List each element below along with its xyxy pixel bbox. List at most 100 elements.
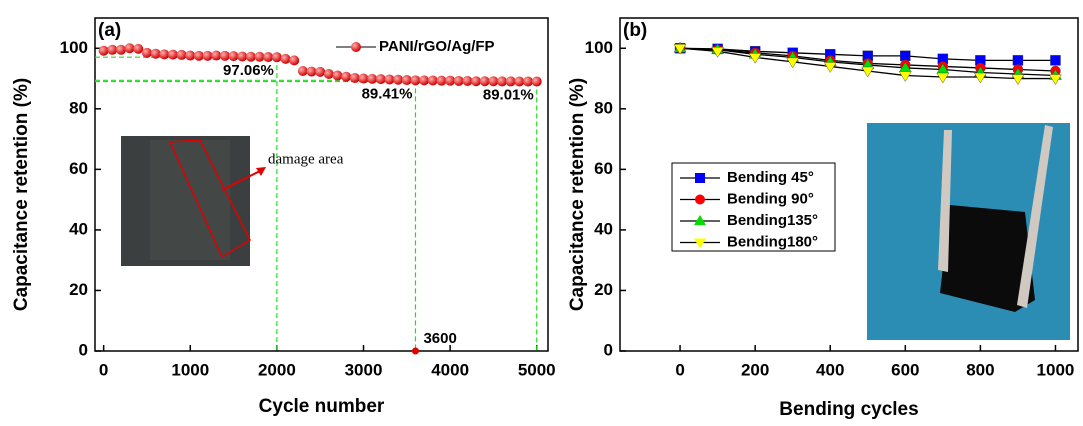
marker <box>323 69 334 80</box>
y-tick-label: 60 <box>594 159 613 178</box>
marker <box>479 76 490 87</box>
marker <box>401 75 412 86</box>
marker <box>219 50 230 61</box>
marker <box>436 75 447 86</box>
x-tick-label: 5000 <box>518 360 556 379</box>
marker <box>410 75 421 86</box>
y-tick-label: 80 <box>594 98 613 117</box>
marker <box>936 72 950 84</box>
marker <box>462 75 473 86</box>
x-tick-label: 1000 <box>1037 360 1075 379</box>
panel-label: (b) <box>623 20 647 41</box>
y-tick-label: 60 <box>69 159 88 178</box>
marker <box>1050 55 1061 66</box>
marker <box>349 72 360 83</box>
marker <box>176 49 187 60</box>
inset-label: damage area <box>268 151 344 167</box>
marker <box>1012 55 1024 66</box>
marker <box>1049 74 1062 85</box>
y-tick-label: 40 <box>594 219 613 238</box>
y-tick-label: 100 <box>60 38 88 57</box>
x-tick-label: 800 <box>966 360 994 379</box>
x-tick-label: 4000 <box>431 360 469 379</box>
annotation-point <box>411 347 419 355</box>
marker <box>159 49 170 60</box>
marker <box>341 71 352 82</box>
marker <box>263 52 274 63</box>
marker <box>228 51 239 62</box>
marker <box>514 76 525 87</box>
inset-photo <box>121 136 266 266</box>
marker <box>367 73 378 84</box>
marker <box>384 74 395 85</box>
marker <box>185 50 196 61</box>
marker <box>297 65 308 76</box>
plot-frame <box>94 17 549 352</box>
marker <box>898 71 912 82</box>
marker <box>202 50 213 61</box>
marker <box>315 66 326 77</box>
marker <box>453 75 464 86</box>
marker <box>211 50 222 61</box>
marker <box>358 73 369 84</box>
x-tick-label: 400 <box>816 360 844 379</box>
marker <box>245 51 256 62</box>
legend-label: Bending 45° <box>727 169 814 186</box>
marker <box>695 173 705 183</box>
marker <box>150 48 161 59</box>
y-tick-label: 40 <box>69 219 88 238</box>
marker <box>488 76 499 87</box>
marker <box>271 52 282 63</box>
marker <box>98 45 109 56</box>
marker <box>673 44 687 55</box>
marker <box>505 76 516 87</box>
x-tick-label: 600 <box>891 360 919 379</box>
x-tick-label: 0 <box>99 360 108 379</box>
marker <box>523 76 534 87</box>
annotation: 89.01% <box>483 87 534 104</box>
y-axis-title: Capacitance retention (%) <box>567 78 588 311</box>
legend-label: Bending180° <box>727 233 818 250</box>
marker <box>393 74 404 85</box>
marker <box>711 47 724 58</box>
marker <box>124 43 135 54</box>
marker <box>375 74 386 85</box>
legend-label: Bending 90° <box>727 190 814 207</box>
x-tick-label: 200 <box>741 360 769 379</box>
panel-label: (a) <box>98 20 121 41</box>
y-tick-label: 20 <box>69 280 88 299</box>
x-axis-title: Cycle number <box>259 396 385 417</box>
x-tick-label: 1000 <box>171 360 209 379</box>
x-tick-label: 0 <box>675 360 684 379</box>
marker <box>107 44 118 55</box>
marker <box>1011 74 1025 85</box>
marker <box>419 75 430 86</box>
marker <box>531 76 542 87</box>
marker <box>974 72 987 84</box>
marker <box>900 50 911 62</box>
marker <box>694 215 706 225</box>
legend-label: Bending135° <box>727 212 818 229</box>
plot-frame <box>619 17 1079 352</box>
marker <box>115 44 126 55</box>
marker <box>427 75 438 86</box>
annotation: 89.41% <box>362 85 413 102</box>
annotation: 97.06% <box>223 62 274 79</box>
y-tick-label: 80 <box>69 98 88 117</box>
legend-label: PANI/rGO/Ag/FP <box>379 38 495 55</box>
y-tick-label: 0 <box>79 340 88 359</box>
marker <box>254 51 265 62</box>
x-axis-title: Bending cycles <box>779 399 918 420</box>
marker <box>823 62 837 73</box>
marker <box>280 53 291 64</box>
marker <box>306 66 317 77</box>
marker <box>167 49 178 60</box>
marker <box>748 53 762 64</box>
x-tick-label: 3000 <box>345 360 383 379</box>
marker <box>141 47 152 58</box>
marker <box>694 238 706 249</box>
marker <box>786 57 800 69</box>
y-tick-label: 100 <box>585 38 613 57</box>
annotation: 3600 <box>423 330 456 347</box>
